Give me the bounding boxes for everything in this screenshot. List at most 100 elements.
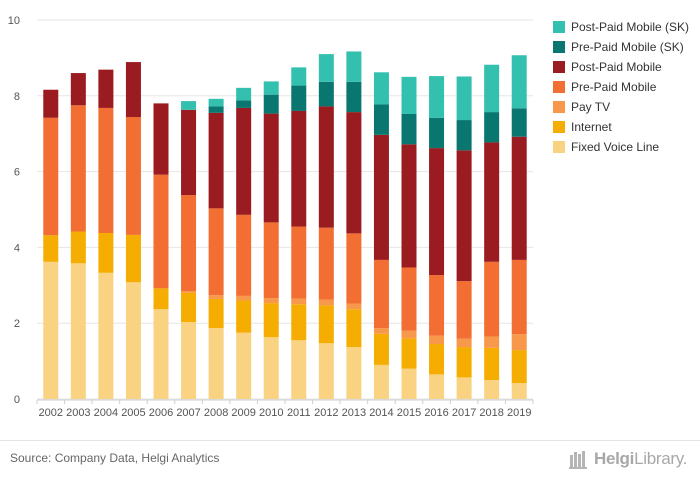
- legend-label: Pre-Paid Mobile: [571, 80, 657, 94]
- bar-segment: [511, 383, 527, 399]
- bar-segment: [401, 267, 417, 331]
- x-tick-label: 2019: [507, 407, 531, 419]
- bar-segment: [70, 73, 86, 106]
- x-tick-label: 2013: [342, 407, 366, 419]
- legend-label: Fixed Voice Line: [571, 140, 660, 154]
- bar-segment: [236, 100, 252, 108]
- bar-segment: [236, 300, 252, 333]
- bar-segment: [346, 303, 362, 310]
- bar-segment: [401, 76, 417, 114]
- bar-segment: [346, 347, 362, 399]
- legend-swatch: [553, 81, 565, 93]
- x-tick-label: 2009: [231, 407, 255, 419]
- legend-swatch: [553, 21, 565, 33]
- bar-segment: [70, 105, 86, 232]
- x-tick-label: 2005: [121, 407, 145, 419]
- legend-swatch: [553, 121, 565, 133]
- bar-segment: [429, 117, 445, 149]
- bar-segment: [153, 288, 169, 310]
- logo-text: HelgiLibrary.: [594, 449, 687, 469]
- bar-segment: [318, 106, 334, 228]
- bar-segment: [456, 377, 472, 399]
- bar-segment: [181, 101, 197, 110]
- bar-segment: [153, 174, 169, 289]
- legend-item[interactable]: Post-Paid Mobile (SK): [553, 17, 689, 37]
- bar-segment: [456, 76, 472, 121]
- bar-segment: [456, 347, 472, 378]
- y-tick-label: 8: [14, 91, 20, 103]
- bar-segment: [291, 304, 307, 341]
- legend-label: Post-Paid Mobile: [571, 60, 662, 74]
- bar-segment: [511, 259, 527, 335]
- bar-segment: [401, 330, 417, 339]
- bar-segment: [43, 89, 59, 118]
- bar-segment: [125, 282, 141, 399]
- x-tick-label: 2008: [204, 407, 228, 419]
- x-tick-label: 2017: [452, 407, 476, 419]
- bar-segment: [236, 214, 252, 296]
- legend-item[interactable]: Pay TV: [553, 97, 689, 117]
- bar-segment: [373, 72, 389, 105]
- bar-segment: [263, 113, 279, 223]
- bar-segment: [456, 281, 472, 339]
- bar-segment: [236, 87, 252, 101]
- bar-segment: [291, 226, 307, 299]
- bar-segment: [346, 309, 362, 348]
- bar-segment: [98, 107, 114, 233]
- y-tick-label: 4: [14, 242, 20, 254]
- bar-segment: [291, 110, 307, 227]
- bar-segment: [484, 142, 500, 262]
- legend-swatch: [553, 101, 565, 113]
- bar-segment: [346, 233, 362, 304]
- bar-segment: [318, 343, 334, 399]
- bar-segment: [318, 227, 334, 300]
- bar-segment: [429, 344, 445, 375]
- bar-segment: [373, 364, 389, 399]
- bar-segment: [236, 107, 252, 215]
- bar-segment: [484, 64, 500, 113]
- legend-label: Pay TV: [571, 100, 611, 114]
- chart-legend: Post-Paid Mobile (SK) Pre-Paid Mobile (SK…: [553, 17, 689, 157]
- bar-segment: [401, 338, 417, 369]
- logo-text-main: Helgi: [594, 449, 635, 468]
- bar-segment: [346, 81, 362, 113]
- x-tick-label: 2014: [369, 407, 393, 419]
- bar-segment: [208, 112, 224, 209]
- bar-segment: [511, 136, 527, 260]
- legend-item[interactable]: Internet: [553, 117, 689, 137]
- bar-segment: [208, 208, 224, 296]
- bar-segment: [263, 298, 279, 304]
- bar-segment: [291, 340, 307, 399]
- bar-segment: [373, 259, 389, 329]
- bar-segment: [401, 144, 417, 268]
- logo-text-tail: Library.: [634, 449, 688, 468]
- legend-item[interactable]: Pre-Paid Mobile (SK): [553, 37, 689, 57]
- bar-segment: [153, 103, 169, 175]
- x-tick-label: 2011: [287, 407, 311, 419]
- legend-item[interactable]: Post-Paid Mobile: [553, 57, 689, 77]
- x-tick-label: 2016: [424, 407, 448, 419]
- bar-segment: [43, 235, 59, 262]
- bar-segment: [346, 112, 362, 234]
- chart-area: 0 2 4 6 8 10 2002 2003 2004 2005 2006 2007 2008 2009 2…: [8, 15, 534, 419]
- legend-label: Internet: [571, 120, 612, 134]
- bar-segment: [181, 109, 197, 196]
- bar-segment: [429, 76, 445, 118]
- bar-segment: [263, 81, 279, 95]
- bar-segment: [291, 298, 307, 305]
- bar-segment: [484, 336, 500, 348]
- bar-segment: [263, 337, 279, 399]
- bar-segment: [318, 305, 334, 344]
- y-tick-label: 2: [14, 318, 20, 330]
- helgi-library-logo-icon: [569, 451, 587, 469]
- bar-segment: [125, 234, 141, 283]
- bar-segment: [511, 108, 527, 137]
- bar-segment: [125, 62, 141, 118]
- helgi-library-logo[interactable]: HelgiLibrary.: [568, 446, 687, 472]
- legend-item[interactable]: Fixed Voice Line: [553, 137, 689, 157]
- bar-segment: [236, 332, 252, 399]
- legend-item[interactable]: Pre-Paid Mobile: [553, 77, 689, 97]
- bar-segment: [511, 334, 527, 351]
- x-tick-label: 2004: [94, 407, 118, 419]
- bar-segment: [43, 261, 59, 399]
